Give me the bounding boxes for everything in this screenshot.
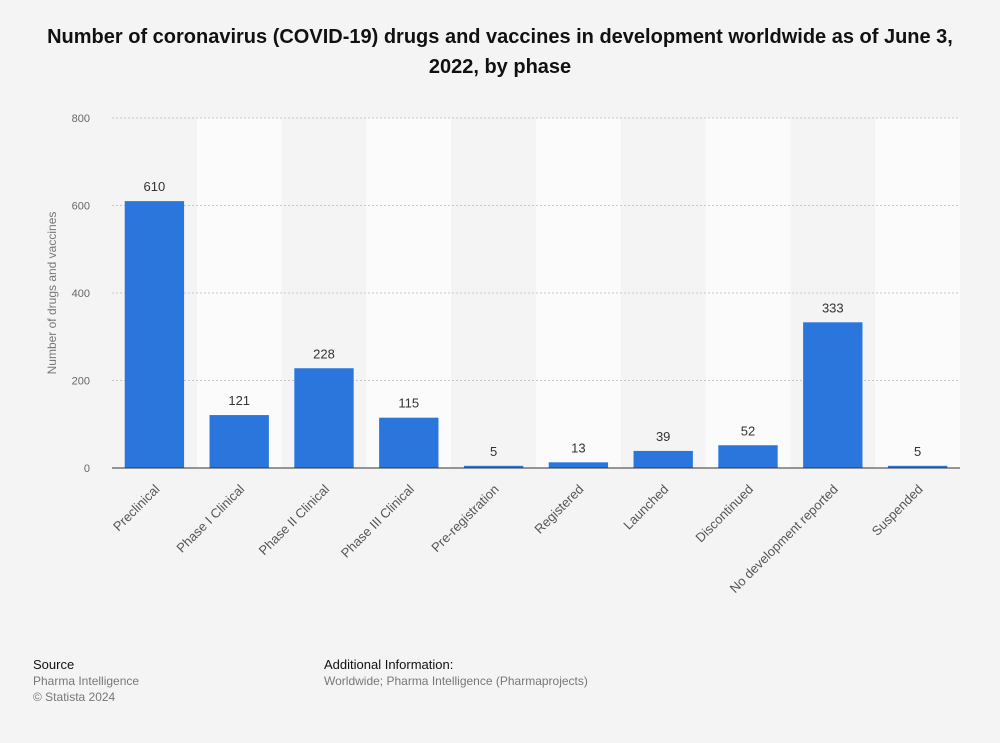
data-label: 52 (741, 423, 755, 438)
y-axis-label: Number of drugs and vaccines (45, 212, 59, 375)
y-tick-label: 800 (72, 113, 90, 125)
y-tick-label: 200 (72, 376, 90, 388)
data-label: 228 (313, 346, 335, 361)
bar (887, 465, 948, 468)
data-label: 610 (144, 179, 166, 194)
column-band (536, 118, 621, 468)
bar (548, 462, 609, 468)
copyright: © Statista 2024 (33, 690, 116, 704)
y-tick-label: 400 (72, 288, 90, 300)
bar-chart: 0 200 400 600 800 Number of drugs and vaccine… (45, 113, 960, 596)
data-label: 333 (822, 300, 844, 315)
source-heading: Source (33, 657, 75, 672)
bar (379, 417, 439, 468)
x-tick-label: Registered (531, 482, 586, 537)
bar (803, 322, 863, 468)
chart-title: Number of coronavirus (COVID-19) drugs a… (47, 26, 953, 78)
data-label: 13 (571, 440, 585, 455)
x-tick-label: Phase II Clinical (256, 481, 333, 558)
x-tick-label: Preclinical (110, 481, 163, 534)
source-block: Source Pharma Intelligence © Statista 20… (33, 657, 139, 705)
data-label: 121 (228, 393, 250, 408)
additional-info-heading: Additional Information: (324, 657, 454, 672)
data-label: 115 (398, 396, 419, 411)
x-tick-label: Launched (620, 482, 671, 533)
additional-info-block: Additional Information: Worldwide; Pharm… (324, 657, 588, 689)
x-tick-label: Discontinued (692, 482, 756, 546)
bar (294, 368, 354, 468)
x-tick-label: Pre-registration (428, 482, 501, 555)
x-tick-label: Suspended (869, 482, 926, 539)
bar (633, 450, 693, 468)
bar (463, 465, 524, 468)
source-name[interactable]: Pharma Intelligence (33, 674, 140, 688)
bar (718, 445, 778, 468)
x-tick-label: Phase III Clinical (338, 481, 417, 560)
x-tick-label: Phase I Clinical (173, 481, 247, 555)
y-tick-label: 600 (72, 201, 90, 213)
y-tick-label: 0 (84, 463, 90, 475)
bar (209, 415, 269, 468)
data-label: 39 (656, 429, 670, 444)
column-band (196, 118, 282, 468)
bar (124, 201, 185, 468)
additional-info-text: Worldwide; Pharma Intelligence (Pharmapr… (324, 674, 588, 688)
data-label: 5 (914, 444, 921, 459)
data-label: 5 (490, 444, 497, 459)
